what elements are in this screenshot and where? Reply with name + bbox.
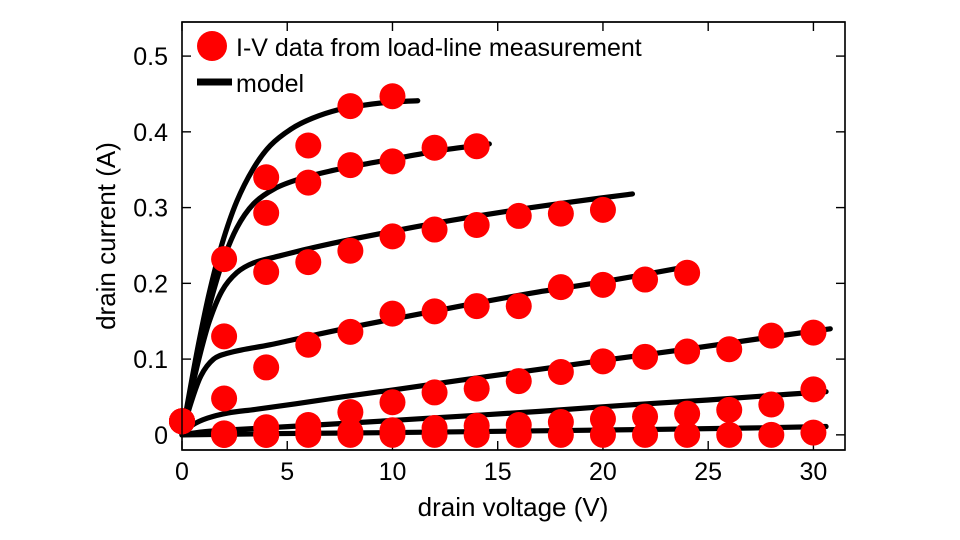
data-point xyxy=(337,237,364,264)
data-point xyxy=(674,400,701,427)
data-series-group xyxy=(169,83,833,448)
y-tick-label: 0.2 xyxy=(133,270,168,298)
data-point xyxy=(800,376,827,403)
data-point xyxy=(716,421,743,448)
data-point xyxy=(379,148,406,175)
y-tick-label: 0.4 xyxy=(133,119,168,147)
data-point xyxy=(421,216,448,243)
data-point xyxy=(295,132,322,159)
x-tick-labels: 0 5 10 15 20 25 30 xyxy=(175,458,827,486)
data-point xyxy=(716,336,743,363)
data-point xyxy=(547,200,574,227)
data-point xyxy=(632,403,659,430)
data-point xyxy=(674,421,701,448)
data-point xyxy=(674,259,701,286)
data-point xyxy=(800,319,827,346)
y-tick-label: 0.3 xyxy=(133,195,168,223)
y-tick-labels: 0 0.1 0.2 0.3 0.4 0.5 xyxy=(133,43,168,450)
data-point xyxy=(463,133,490,160)
legend-marker-data-icon xyxy=(197,31,227,61)
data-point xyxy=(589,271,616,298)
data-point xyxy=(295,331,322,358)
x-tick-label: 10 xyxy=(379,458,407,486)
data-point xyxy=(505,368,532,395)
data-point xyxy=(674,338,701,365)
data-point xyxy=(379,223,406,250)
data-point xyxy=(295,169,322,196)
data-point xyxy=(379,300,406,327)
data-point xyxy=(547,274,574,301)
data-point xyxy=(253,354,280,381)
data-point xyxy=(758,322,785,349)
data-point xyxy=(421,421,448,448)
data-point xyxy=(379,83,406,110)
data-point xyxy=(337,93,364,120)
data-point xyxy=(463,375,490,402)
data-point xyxy=(463,293,490,320)
data-point xyxy=(379,389,406,416)
x-tick-label: 5 xyxy=(280,458,294,486)
data-point xyxy=(337,421,364,448)
data-point xyxy=(253,258,280,285)
x-tick-label: 0 xyxy=(175,458,189,486)
data-point xyxy=(379,421,406,448)
x-tick-label: 30 xyxy=(800,458,828,486)
data-point xyxy=(295,421,322,448)
data-point xyxy=(758,391,785,418)
data-point xyxy=(632,266,659,293)
legend-label-model: model xyxy=(236,70,304,98)
data-point xyxy=(463,212,490,239)
data-point xyxy=(547,421,574,448)
data-point xyxy=(253,421,280,448)
axis-box-overlay xyxy=(181,21,846,451)
legend: I-V data from load-line measurement mode… xyxy=(197,31,642,98)
data-point xyxy=(337,318,364,345)
data-point xyxy=(589,196,616,223)
data-point xyxy=(463,421,490,448)
data-point xyxy=(632,343,659,370)
data-point xyxy=(337,399,364,426)
x-tick-label: 25 xyxy=(694,458,722,486)
data-point xyxy=(589,421,616,448)
y-tick-label: 0.5 xyxy=(133,43,168,71)
x-axis-title: drain voltage (V) xyxy=(418,492,609,522)
data-point xyxy=(253,164,280,191)
data-point xyxy=(211,421,238,448)
data-point xyxy=(716,396,743,423)
legend-label-data: I-V data from load-line measurement xyxy=(236,34,642,62)
y-tick-label: 0 xyxy=(154,422,168,450)
data-point xyxy=(505,293,532,320)
data-point xyxy=(800,419,827,446)
data-point xyxy=(421,379,448,406)
data-point xyxy=(505,421,532,448)
data-point-series xyxy=(169,259,701,447)
data-point xyxy=(211,385,238,412)
data-point xyxy=(589,348,616,375)
data-point xyxy=(632,421,659,448)
data-point xyxy=(421,134,448,161)
data-point xyxy=(421,298,448,325)
data-point xyxy=(758,421,785,448)
data-point-series xyxy=(169,408,827,448)
data-point xyxy=(253,199,280,226)
y-axis-title: drain current (A) xyxy=(91,142,121,330)
x-tick-label: 15 xyxy=(484,458,512,486)
x-tick-label: 20 xyxy=(589,458,617,486)
data-point xyxy=(295,249,322,276)
data-point xyxy=(505,202,532,229)
data-point xyxy=(337,152,364,179)
y-tick-label: 0.1 xyxy=(133,346,168,374)
data-point xyxy=(211,246,238,273)
data-point xyxy=(211,323,238,350)
data-point xyxy=(547,358,574,385)
